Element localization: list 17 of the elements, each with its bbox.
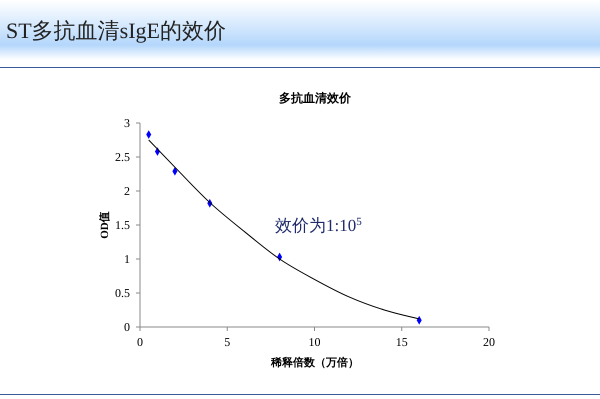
y-tick-label: 1.5 — [115, 218, 130, 232]
y-tick-label: 3 — [124, 116, 130, 130]
x-tick-label: 15 — [396, 335, 408, 349]
x-tick-label: 20 — [483, 335, 495, 349]
y-tick-label: 1 — [124, 252, 130, 266]
y-axis-title: OD值 — [99, 211, 111, 239]
y-tick-label: 2 — [124, 184, 130, 198]
x-axis-title: 稀释倍数（万倍） — [270, 356, 359, 369]
x-tick-label: 10 — [308, 335, 320, 349]
chart-subtitle: 多抗血清效价 — [279, 91, 352, 105]
x-tick-label: 0 — [137, 335, 143, 349]
y-tick-label: 0 — [124, 320, 130, 334]
annotation: 效价为1:10$^{5}$ — [275, 216, 362, 235]
y-tick-label: 2.5 — [115, 150, 130, 164]
y-tick-label: 0.5 — [115, 286, 130, 300]
x-tick-label: 5 — [224, 335, 230, 349]
chart-title: ST多抗血清sIgE的效价 — [6, 18, 226, 43]
